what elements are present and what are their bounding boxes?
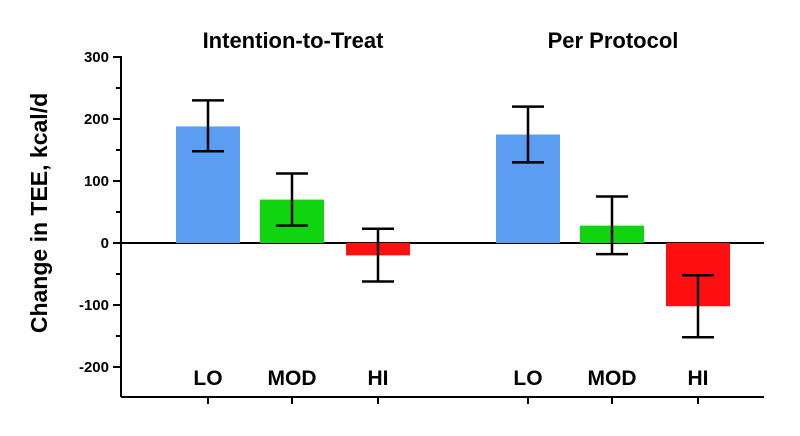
- y-tick-label: 100: [84, 173, 109, 190]
- error-bar: [512, 105, 544, 164]
- y-tick-label: 200: [84, 111, 109, 128]
- error-bar: [192, 99, 224, 153]
- category-label: MOD: [268, 367, 317, 390]
- error-bar: [682, 273, 714, 339]
- error-bar: [276, 172, 308, 227]
- group-title: Intention-to-Treat: [203, 28, 385, 53]
- error-bars: [192, 99, 714, 339]
- error-bar: [596, 195, 628, 256]
- category-labels: LO MOD HI LO MOD HI: [193, 367, 708, 390]
- category-label: HI: [688, 367, 709, 390]
- y-axis: -200 -100 0 100 200 300: [79, 49, 122, 397]
- y-tick-label: -100: [79, 297, 109, 314]
- category-label: MOD: [588, 367, 637, 390]
- y-axis-title: Change in TEE, kcal/d: [26, 93, 52, 333]
- category-label: HI: [368, 367, 389, 390]
- category-label: LO: [513, 367, 542, 390]
- bars: [176, 126, 730, 307]
- group-title: Per Protocol: [548, 28, 679, 53]
- y-tick-label: -200: [79, 359, 109, 376]
- y-tick-label: 0: [101, 235, 109, 252]
- y-tick-label: 300: [84, 49, 109, 66]
- category-label: LO: [193, 367, 222, 390]
- group-titles: Intention-to-Treat Per Protocol: [203, 28, 679, 53]
- error-bar: [362, 227, 394, 283]
